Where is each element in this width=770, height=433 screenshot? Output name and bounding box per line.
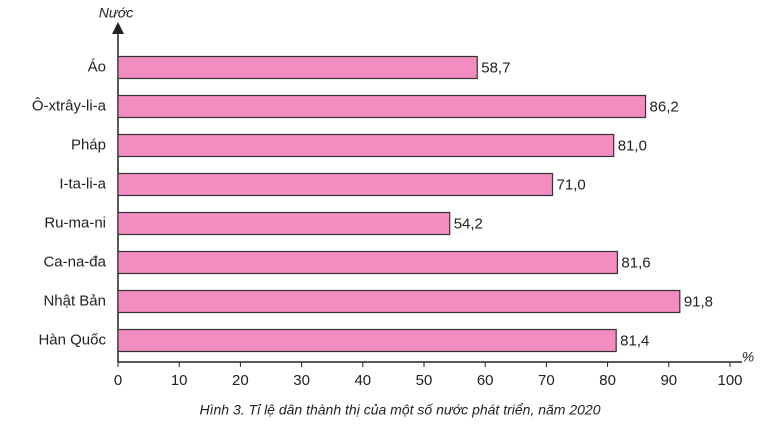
x-tick-label: 50 [416, 372, 433, 389]
y-tick-label: Áo [88, 58, 106, 75]
value-label: 81,4 [620, 332, 649, 349]
y-tick-label: Ru-ma-ni [44, 214, 106, 231]
bar [117, 289, 681, 314]
x-tick-label: 10 [171, 372, 188, 389]
x-tick-label: 60 [477, 372, 494, 389]
value-label: 86,2 [650, 98, 679, 115]
value-label: 81,0 [618, 137, 647, 154]
y-tick-label: Pháp [71, 136, 106, 153]
bar [117, 250, 618, 275]
bar [117, 328, 617, 353]
y-tick-label: Nhật Bản [43, 292, 106, 309]
x-tick-label: 0 [114, 372, 122, 389]
value-label: 91,8 [684, 293, 713, 310]
value-label: 58,7 [481, 59, 510, 76]
x-tick-label: 90 [660, 372, 677, 389]
x-tick-label: 80 [599, 372, 616, 389]
y-tick-label: I-ta-li-a [59, 175, 106, 192]
x-tick-label: 20 [232, 372, 249, 389]
x-tick-label: 100 [717, 372, 742, 389]
bar [117, 133, 615, 158]
bar [117, 172, 554, 197]
chart-title: Hình 3. Tỉ lệ dân thành thị của một số n… [199, 402, 600, 418]
bar [117, 55, 478, 80]
x-tick-label: 70 [538, 372, 555, 389]
x-tick-label: 30 [293, 372, 310, 389]
y-tick-label: Ca-na-đa [43, 253, 106, 270]
value-label: 54,2 [454, 215, 483, 232]
value-label: 81,6 [621, 254, 650, 271]
x-axis-label: % [742, 349, 754, 365]
y-tick-label: Hàn Quốc [38, 331, 106, 348]
y-tick-label: Ô-xtrây-li-a [32, 97, 107, 114]
x-tick-label: 40 [354, 372, 371, 389]
bar [117, 94, 647, 119]
value-label: 71,0 [557, 176, 586, 193]
y-axis-label: Nước [99, 5, 133, 21]
bar [117, 211, 451, 236]
